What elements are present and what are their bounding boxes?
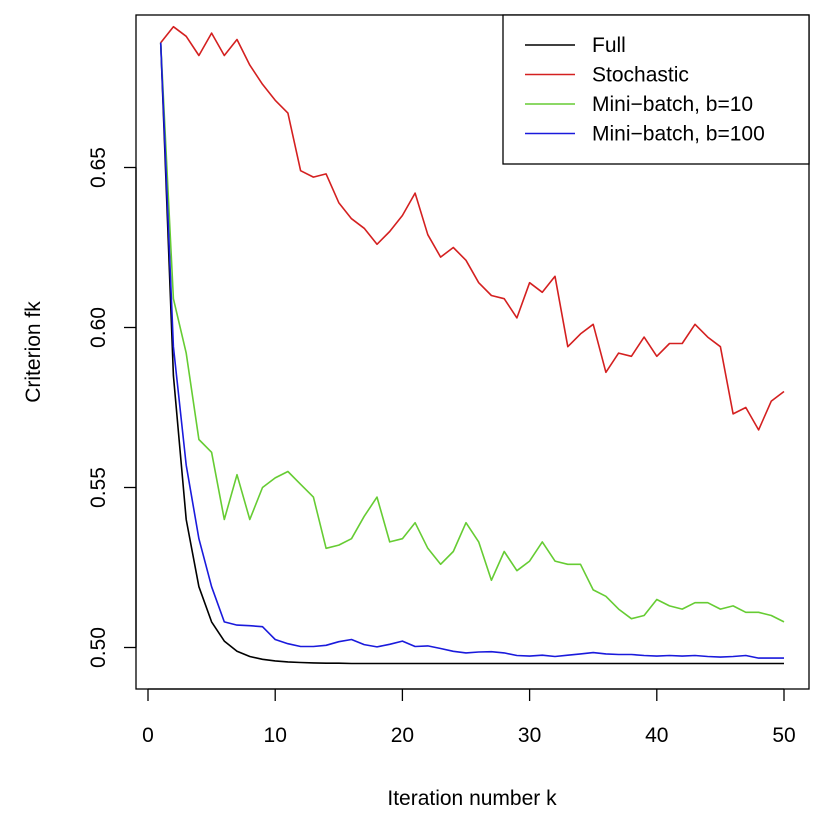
x-tick-label: 0 <box>142 724 154 747</box>
x-axis-title: Iteration number k <box>387 787 557 810</box>
x-tick-label: 20 <box>391 724 414 747</box>
legend-label: Stochastic <box>592 64 689 87</box>
legend-label: Mini−batch, b=100 <box>592 123 765 146</box>
series-line-3 <box>159 42 784 659</box>
x-tick-label: 30 <box>518 724 541 747</box>
series-line-2 <box>159 42 785 623</box>
legend-label: Mini−batch, b=10 <box>592 93 753 116</box>
series-line-0 <box>159 42 784 665</box>
x-axis: 0 10 20 30 40 50 <box>142 688 796 747</box>
legend-box <box>502 14 810 165</box>
legend-label: Full <box>592 34 626 57</box>
x-tick-label: 40 <box>645 724 668 747</box>
x-tick-label: 50 <box>772 724 795 747</box>
y-tick-label: 0.50 <box>87 627 110 668</box>
series-line-1 <box>160 25 785 431</box>
series-lines <box>159 25 785 665</box>
y-tick-label: 0.60 <box>87 307 110 348</box>
y-tick-label: 0.65 <box>87 147 110 188</box>
y-tick-label: 0.55 <box>87 467 110 508</box>
legend: Full Stochastic Mini−batch, b=10 Mini−batch… <box>502 14 810 165</box>
y-axis-title: Criterion fk <box>22 301 45 403</box>
y-axis: 0.50 0.55 0.60 0.65 <box>87 147 137 668</box>
x-tick-label: 10 <box>264 724 287 747</box>
